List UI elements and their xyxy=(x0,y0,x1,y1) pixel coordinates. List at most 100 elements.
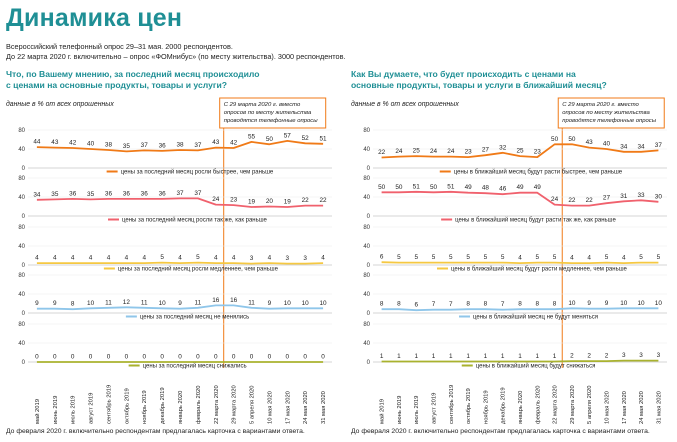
chart1-series-3-label-13: 4 xyxy=(268,255,272,262)
chart2-xtick-10: 22 марта 2020 xyxy=(553,385,559,424)
chart1-series-1-label-11: 42 xyxy=(230,140,238,147)
chart1-xtick-3: август 2019 xyxy=(89,393,95,424)
chart1-series-3-label-8: 4 xyxy=(178,255,182,262)
chart2-title-line-2: основные продукты, товары и услуги в бли… xyxy=(351,80,607,90)
chart2-band-2: 80 40 0 50 50 51 50 51 49 48 46 49 49 24 22 22 27 31 33 30 ц… xyxy=(363,176,667,224)
svg-text:цены за последний месяц росли: цены за последний месяц росли так же, ка… xyxy=(122,217,268,224)
chart1-band-2-ytick-80: 80 xyxy=(18,176,25,182)
chart1-note-line-1: С 29 марта 2020 г. вместо xyxy=(224,102,301,108)
chart1-series-3-label-1: 4 xyxy=(53,255,57,262)
chart1-band-5-ytick-0: 0 xyxy=(22,360,26,366)
svg-text:цены в ближайший месяц будут р: цены в ближайший месяц будут расти медле… xyxy=(451,266,628,273)
chart1-band-5-ytick-80: 80 xyxy=(18,322,25,328)
chart2-xtick-4: сентябрь 2019 xyxy=(449,385,455,424)
chart2-xtick-8: январь 2020 xyxy=(518,391,524,424)
chart1-legend-4: цены за последний месяц не менялись xyxy=(125,314,249,321)
chart1-series-1-label-12: 55 xyxy=(248,133,256,140)
chart1-series-1-label-14: 57 xyxy=(284,132,292,139)
chart2-series-4-label-7: 7 xyxy=(501,301,505,308)
chart1-series-4-label-15: 10 xyxy=(302,300,310,307)
chart2-series-3-label-12: 4 xyxy=(587,255,591,262)
chart1-series-5-label-10: 0 xyxy=(214,354,218,361)
chart1-legend-1: цены за последний месяц росли быстрее, ч… xyxy=(106,169,274,176)
chart1-series-3-label-2: 4 xyxy=(71,255,75,262)
chart2-note-line-1: С 29 марта 2020 г. вместо xyxy=(562,102,639,108)
chart1-series-2-label-16: 22 xyxy=(320,197,328,204)
chart2-series-2-label-15: 33 xyxy=(638,192,646,199)
chart2-series-3-label-11: 4 xyxy=(570,255,574,262)
chart1-series-5-label-0: 0 xyxy=(35,354,39,361)
chart2-xtick-9: февраль 2020 xyxy=(535,386,541,424)
chart1-series-4-label-1: 9 xyxy=(53,300,57,307)
chart1-series-3-label-5: 4 xyxy=(125,255,129,262)
chart1-series-5-label-3: 0 xyxy=(89,354,93,361)
chart2-series-3-label-4: 5 xyxy=(449,254,453,261)
chart2-band-2-ytick-0: 0 xyxy=(367,214,371,220)
chart2-band-4-ytick-80: 80 xyxy=(363,273,370,279)
chart1-series-2-label-6: 36 xyxy=(141,190,149,197)
chart1-series-3-label-11: 4 xyxy=(232,255,236,262)
chart2-series-3-label-7: 5 xyxy=(501,254,505,261)
chart2-band-3-ytick-80: 80 xyxy=(363,225,370,231)
chart1-band-3-ytick-80: 80 xyxy=(18,225,25,231)
chart2-series-2-label-6: 48 xyxy=(482,185,490,192)
chart1-series-1-label-13: 50 xyxy=(266,136,274,143)
chart1-series-3-label-4: 4 xyxy=(107,255,111,262)
chart2-series-3-label-6: 5 xyxy=(484,254,488,261)
chart1-series-5-label-2: 0 xyxy=(71,354,75,361)
chart1-series-1-label-0: 44 xyxy=(33,139,41,146)
chart1-xtick-15: 24 мая 2020 xyxy=(303,391,309,424)
chart1-series-5-label-14: 0 xyxy=(286,354,290,361)
chart2-series-5-label-7: 1 xyxy=(501,353,505,360)
chart1-xtick-2: июль 2019 xyxy=(71,396,77,424)
chart1-series-1-label-7: 36 xyxy=(159,142,167,149)
chart2-series-3-label-5: 5 xyxy=(466,254,470,261)
chart1-xtick-7: декабрь 2019 xyxy=(160,387,166,424)
chart2-series-5-label-0: 1 xyxy=(380,353,384,360)
chart2-series-1-label-12: 43 xyxy=(586,139,594,146)
chart2-band-3-ytick-0: 0 xyxy=(367,263,371,269)
chart2-series-2-label-1: 50 xyxy=(395,184,403,191)
chart1-series-1-label-10: 43 xyxy=(212,139,220,146)
chart1-band-4-ytick-80: 80 xyxy=(18,273,25,279)
chart2-series-2-label-0: 50 xyxy=(378,184,386,191)
chart1-series-3-label-12: 3 xyxy=(250,255,254,262)
chart2-band-3: 80 40 0 6 5 5 5 5 5 5 5 4 5 5 4 4 5 4 5 5 цены в ближайший м… xyxy=(363,225,667,273)
chart2-series-4-label-16: 10 xyxy=(655,300,663,307)
chart1-series-3-label-15: 3 xyxy=(303,255,307,262)
chart2-band-5-ytick-0: 0 xyxy=(367,360,371,366)
chart2-series-1-label-5: 23 xyxy=(465,149,473,156)
chart2-series-5-label-11: 2 xyxy=(570,353,574,360)
chart2-series-2-label-5: 49 xyxy=(465,184,473,191)
chart2-series-5-label-14: 3 xyxy=(622,352,626,359)
chart2-band-5: 80 40 0 1 1 1 1 1 1 1 1 1 1 1 2 2 2 3 3 3 цены в ближайший м… xyxy=(363,322,667,370)
svg-text:цены за последний месяц не мен: цены за последний месяц не менялись xyxy=(140,314,249,321)
chart2-series-1-label-1: 24 xyxy=(395,148,403,155)
chart2-series-4-line xyxy=(381,307,659,312)
chart2-series-1-label-4: 24 xyxy=(447,148,455,155)
chart1-series-3-label-7: 5 xyxy=(160,254,164,261)
chart1-note-line-2: опросов по месту жительства xyxy=(224,110,312,116)
chart2-series-4-label-9: 8 xyxy=(536,301,540,308)
chart1-band-1-ytick-40: 40 xyxy=(18,147,25,153)
chart1-series-2-label-10: 24 xyxy=(212,196,220,203)
chart2-series-5-label-12: 2 xyxy=(587,353,591,360)
chart1-series-1-label-1: 43 xyxy=(51,139,59,146)
chart1-series-2-label-13: 20 xyxy=(266,198,274,205)
svg-text:цены в ближайший месяц не буду: цены в ближайший месяц не будут меняться xyxy=(473,314,598,321)
chart1-series-5-label-4: 0 xyxy=(107,354,111,361)
chart2-series-1-label-6: 27 xyxy=(482,147,490,154)
chart2-series-1-label-16: 37 xyxy=(655,142,663,149)
chart1-legend-2: цены за последний месяц росли так же, ка… xyxy=(108,217,268,224)
chart1-series-4-label-4: 11 xyxy=(105,299,112,306)
chart2-series-4-label-5: 8 xyxy=(466,301,470,308)
chart1-band-2-ytick-0: 0 xyxy=(22,214,26,220)
chart2-series-2-label-9: 49 xyxy=(534,184,542,191)
chart2-series-5-label-13: 2 xyxy=(605,353,609,360)
svg-text:цены в ближайший месяц будут р: цены в ближайший месяц будут расти быстр… xyxy=(454,169,623,176)
chart2-series-2-label-13: 27 xyxy=(603,195,611,202)
chart2-series-4-label-8: 8 xyxy=(518,301,522,308)
chart1-series-4-label-10: 16 xyxy=(212,297,220,304)
chart1-series-2-line xyxy=(36,197,324,208)
chart2-band-4-ytick-0: 0 xyxy=(367,311,371,317)
